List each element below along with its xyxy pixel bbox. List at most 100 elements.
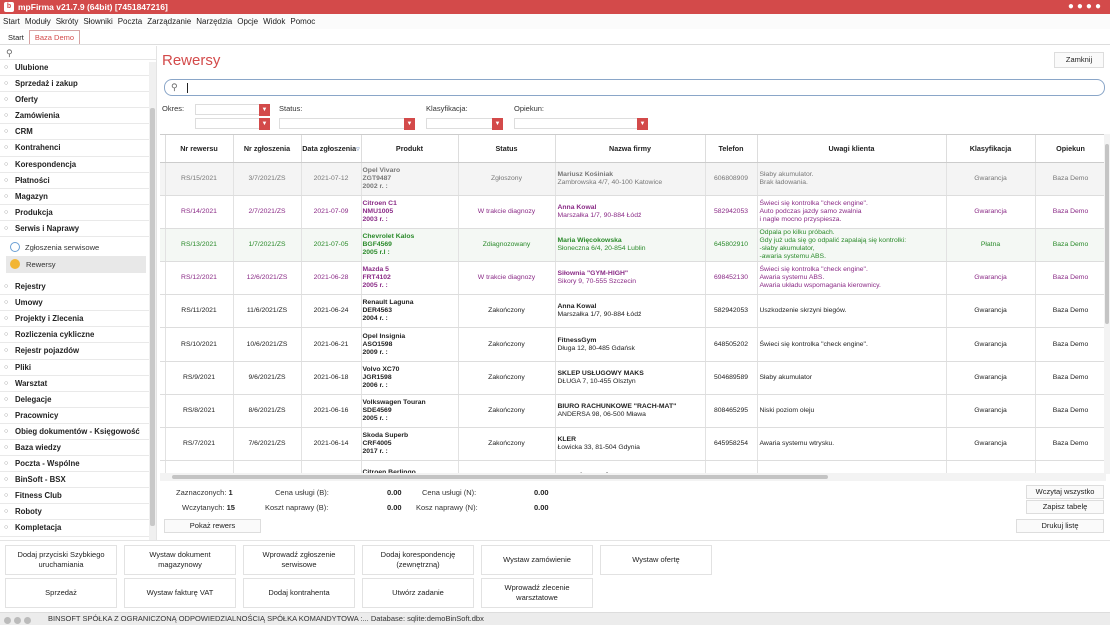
opiekun-select[interactable]: ▼ bbox=[514, 118, 648, 130]
table-row[interactable]: RS/10/2021 10/6/2021/ZS 2021-06-21 Opel Ins… bbox=[160, 327, 1106, 362]
status-select[interactable]: ▼ bbox=[279, 118, 415, 130]
table-row[interactable]: RS/11/2021 11/6/2021/ZS 2021-06-24 Renault … bbox=[160, 294, 1106, 329]
pokaz-rewers-button[interactable]: Pokaż rewers bbox=[164, 519, 261, 533]
chevron-down-icon[interactable]: ▼ bbox=[637, 118, 648, 130]
col-nazwa-firmy[interactable]: Nazwa firmy bbox=[555, 135, 706, 163]
sidebar-item-baza-wiedzy[interactable]: ○ Baza wiedzy bbox=[0, 440, 156, 457]
sidebar-item-roboty[interactable]: ○ Roboty bbox=[0, 504, 156, 521]
search-input[interactable]: ⚲ bbox=[164, 79, 1105, 96]
okres-to-select[interactable]: ▼ bbox=[195, 118, 270, 130]
table-row[interactable]: RS/9/2021 9/6/2021/ZS 2021-06-18 Volvo XC70… bbox=[160, 361, 1106, 395]
chevron-icon: ○ bbox=[4, 208, 9, 216]
summary-zaznaczonych: Zaznaczonych: 1 bbox=[176, 488, 233, 497]
zapisz-tabele-button[interactable]: Zapisz tabelę bbox=[1026, 500, 1104, 514]
col-nr-rewersu[interactable]: Nr rewersu bbox=[165, 135, 234, 163]
table-row[interactable]: RS/14/2021 2/7/2021/ZS 2021-07-09 Citroen C… bbox=[160, 195, 1106, 229]
sidebar-item-poczta-wspolne[interactable]: ○ Poczta - Wspólne bbox=[0, 456, 156, 473]
menu-slowniki[interactable]: Słowniki bbox=[83, 17, 113, 26]
table-horizontal-scrollbar[interactable] bbox=[160, 473, 1106, 481]
sidebar-item-fitness-club[interactable]: ○ Fitness Club bbox=[0, 488, 156, 505]
menu-pomoc[interactable]: Pomoc bbox=[290, 17, 316, 26]
menu-moduly[interactable]: Moduły bbox=[24, 17, 51, 26]
sidebar-search[interactable]: ⚲ bbox=[0, 46, 156, 60]
sidebar-item-korespondencja[interactable]: ○ Korespondencja bbox=[0, 157, 156, 173]
window-controls[interactable]: ●●●● bbox=[1067, 1, 1104, 12]
okres-from-select[interactable]: ▼ bbox=[195, 104, 270, 116]
col-status[interactable]: Status bbox=[458, 135, 556, 163]
sidebar-item-obieg-dokumentow-ksiegowosc[interactable]: ○ Obieg dokumentów - Księgowość bbox=[0, 424, 156, 440]
chevron-down-icon[interactable]: ▼ bbox=[404, 118, 415, 130]
chevron-down-icon[interactable]: ▼ bbox=[259, 118, 270, 130]
sidebar-item-rejestry[interactable]: ○ Rejestry bbox=[0, 279, 156, 296]
sidebar-item-projekty-i-zlecenia[interactable]: ○ Projekty i Zlecenia bbox=[0, 311, 156, 328]
action-wystaw-zamowienie-button[interactable]: Wystaw zamówienie bbox=[481, 545, 593, 575]
col-telefon[interactable]: Telefon bbox=[705, 135, 758, 163]
action-dodaj-kontrahenta-button[interactable]: Dodaj kontrahenta bbox=[243, 578, 355, 608]
table-row[interactable]: RS/15/2021 3/7/2021/ZS 2021-07-12 Opel Viva… bbox=[160, 162, 1106, 196]
tab-baza-demo[interactable]: Baza Demo bbox=[28, 30, 81, 44]
sidebar-item-umowy[interactable]: ○ Umowy bbox=[0, 295, 156, 312]
menu-opcje[interactable]: Opcje bbox=[237, 17, 259, 26]
sidebar-item-kompletacja[interactable]: ○ Kompletacja bbox=[0, 520, 156, 537]
sidebar-item-serwis-i-naprawy[interactable]: ○ Serwis i Naprawy bbox=[0, 221, 156, 238]
tab-start[interactable]: Start bbox=[8, 33, 24, 42]
chevron-down-icon[interactable]: ▼ bbox=[492, 118, 503, 130]
col-opiekun[interactable]: Opiekun bbox=[1035, 135, 1106, 163]
chevron-down-icon[interactable]: ▼ bbox=[259, 104, 270, 116]
action-wystaw-fakture-vat-button[interactable]: Wystaw fakturę VAT bbox=[124, 578, 236, 608]
sidebar-item-oferty[interactable]: ○ Oferty bbox=[0, 92, 156, 109]
sidebar-item-label: Pliki bbox=[15, 362, 32, 372]
menu-skroty[interactable]: Skróty bbox=[55, 17, 79, 26]
col-klasyfikacja[interactable]: Klasyfikacja bbox=[946, 135, 1036, 163]
action-dodaj-korespondencje-zewnetrzna-button[interactable]: Dodaj korespondencję (zewnętrzną) bbox=[362, 545, 474, 575]
close-button[interactable]: Zamknij bbox=[1054, 52, 1104, 68]
sidebar-item-rejestr-pojazdow[interactable]: ○ Rejestr pojazdów bbox=[0, 343, 156, 360]
sidebar-item-kontrahenci[interactable]: ○ Kontrahenci bbox=[0, 140, 156, 157]
sidebar-item-produkcja[interactable]: ○ Produkcja bbox=[0, 205, 156, 221]
col-data-zgloszenia[interactable]: Data zgłoszenia▿ bbox=[301, 135, 362, 163]
col-uwagi-klienta[interactable]: Uwagi klienta bbox=[757, 135, 947, 163]
action-wystaw-oferte-button[interactable]: Wystaw ofertę bbox=[600, 545, 712, 575]
action-dodaj-przyciski-szybkiego-uruchamiania-button[interactable]: Dodaj przyciski Szybkiego uruchamiania bbox=[5, 545, 117, 575]
sidebar-item-binsoft-bsx[interactable]: ○ BinSoft - BSX bbox=[0, 472, 156, 489]
sidebar-subitem-rewersy[interactable]: Rewersy bbox=[6, 256, 146, 274]
menu-narzedzia[interactable]: Narzędzia bbox=[196, 17, 233, 26]
table-row[interactable]: RS/7/2021 7/6/2021/ZS 2021-06-14 Skoda Supe… bbox=[160, 427, 1106, 462]
sidebar-item-delegacje[interactable]: ○ Delegacje bbox=[0, 392, 156, 408]
sidebar-item-zamowienia[interactable]: ○ Zamówienia bbox=[0, 108, 156, 125]
menu-start[interactable]: Start bbox=[3, 17, 20, 26]
table-row[interactable]: RS/13/2021 1/7/2021/ZS 2021-07-05 Chevrolet… bbox=[160, 228, 1106, 263]
sidebar-item-warsztat[interactable]: ○ Warsztat bbox=[0, 376, 156, 392]
sidebar-item-label: Zamówienia bbox=[15, 111, 60, 121]
action-wprowadz-zlecenie-warsztatowe-button[interactable]: Wprowadź zlecenie warsztatowe bbox=[481, 578, 593, 608]
sidebar-item-pracownicy[interactable]: ○ Pracownicy bbox=[0, 408, 156, 424]
col-produkt[interactable]: Produkt bbox=[361, 135, 459, 163]
action-wystaw-dokument-magazynowy-button[interactable]: Wystaw dokument magazynowy bbox=[124, 545, 236, 575]
table-row[interactable]: Citroen BerlingoGTR4608 BANK ŻYWNOŚCI W M… bbox=[160, 460, 1106, 474]
sidebar-item-pliki[interactable]: ○ Pliki bbox=[0, 360, 156, 376]
sidebar-item-ulubione[interactable]: ○ Ulubione bbox=[0, 60, 156, 77]
action-utworz-zadanie-button[interactable]: Utwórz zadanie bbox=[362, 578, 474, 608]
table-row[interactable]: RS/8/2021 8/6/2021/ZS 2021-06-16 Volkswagen… bbox=[160, 394, 1106, 429]
scrollbar-thumb[interactable] bbox=[172, 475, 828, 479]
sidebar-item-sprzedaz-i-zakup[interactable]: ○ Sprzedaż i zakup bbox=[0, 76, 156, 93]
menu-poczta[interactable]: Poczta bbox=[117, 17, 143, 26]
sidebar-item-platnosci[interactable]: ○ Płatności bbox=[0, 173, 156, 189]
sidebar-item-crm[interactable]: ○ CRM bbox=[0, 124, 156, 141]
sidebar-item-magazyn[interactable]: ○ Magazyn bbox=[0, 189, 156, 205]
sidebar-scrollbar-thumb[interactable] bbox=[150, 108, 155, 526]
action-sprzedaz-button[interactable]: Sprzedaż bbox=[5, 578, 117, 608]
drukuj-liste-button[interactable]: Drukuj listę bbox=[1016, 519, 1104, 533]
wczytaj-wszystko-button[interactable]: Wczytaj wszystko bbox=[1026, 485, 1104, 499]
sidebar-item-rozliczenia-cykliczne[interactable]: ○ Rozliczenia cykliczne bbox=[0, 327, 156, 344]
klasyfikacja-select[interactable]: ▼ bbox=[426, 118, 503, 130]
table-vertical-scrollbar[interactable] bbox=[1104, 134, 1110, 474]
col-nr-zgloszenia[interactable]: Nr zgłoszenia bbox=[233, 135, 302, 163]
scrollbar-thumb[interactable] bbox=[1105, 144, 1109, 324]
sidebar-subitem-zgloszenia[interactable]: Zgłoszenia serwisowe bbox=[0, 239, 156, 256]
summary-koszt-b-value: 0.00 bbox=[387, 503, 402, 512]
menu-widok[interactable]: Widok bbox=[263, 17, 286, 26]
action-wprowadz-zgloszenie-serwisowe-button[interactable]: Wprowadź zgłoszenie serwisowe bbox=[243, 545, 355, 575]
menu-zarzadzanie[interactable]: Zarządzanie bbox=[147, 17, 192, 26]
